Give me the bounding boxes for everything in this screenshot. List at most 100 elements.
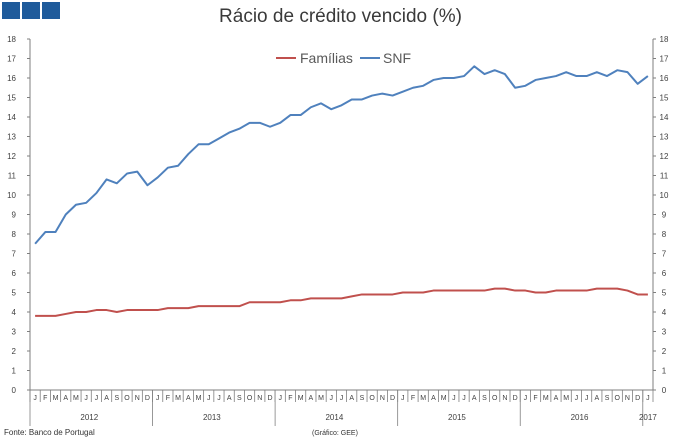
x-month-label: M xyxy=(73,395,79,402)
x-month-label: M xyxy=(196,395,202,402)
legend-label-familias: Famílias xyxy=(300,50,353,66)
x-month-label: J xyxy=(646,395,650,402)
x-month-label: N xyxy=(257,395,262,402)
x-month-label: M xyxy=(441,395,447,402)
y-tick-label-right: 3 xyxy=(662,328,667,337)
x-year-label: 2013 xyxy=(203,413,221,422)
y-tick-label-left: 7 xyxy=(12,250,17,259)
y-tick-label-right: 8 xyxy=(662,230,667,239)
x-year-label: 2016 xyxy=(571,413,589,422)
y-tick-label-left: 10 xyxy=(7,191,16,200)
x-month-label: F xyxy=(533,395,537,402)
logo-block-1 xyxy=(2,2,20,19)
x-month-label: J xyxy=(575,395,579,402)
x-month-label: S xyxy=(237,395,242,402)
x-month-label: S xyxy=(360,395,365,402)
x-month-label: J xyxy=(33,395,37,402)
y-tick-label-right: 17 xyxy=(660,55,669,64)
x-month-label: D xyxy=(267,395,272,402)
x-month-label: J xyxy=(330,395,334,402)
y-tick-label-left: 12 xyxy=(7,152,16,161)
y-tick-label-left: 0 xyxy=(12,386,17,395)
x-month-label: N xyxy=(380,395,385,402)
x-month-label: O xyxy=(247,395,253,402)
y-tick-label-right: 18 xyxy=(660,35,669,44)
x-month-label: F xyxy=(43,395,47,402)
y-tick-label-left: 11 xyxy=(8,172,17,181)
y-tick-label-left: 4 xyxy=(12,308,17,317)
logo-block-3 xyxy=(42,2,60,19)
x-month-label: N xyxy=(135,395,140,402)
y-tick-label-right: 5 xyxy=(662,289,667,298)
y-tick-label-right: 15 xyxy=(660,94,669,103)
x-month-label: A xyxy=(309,395,314,402)
x-month-label: S xyxy=(482,395,487,402)
series-line-familias xyxy=(35,287,648,317)
y-tick-label-left: 13 xyxy=(7,133,16,142)
x-month-label: D xyxy=(635,395,640,402)
y-tick-label-left: 18 xyxy=(7,35,16,44)
x-month-label: J xyxy=(95,395,99,402)
x-month-label: M xyxy=(53,395,59,402)
x-month-label: A xyxy=(104,395,109,402)
y-tick-label-right: 13 xyxy=(660,133,669,142)
x-month-label: J xyxy=(401,395,405,402)
chart-title: Rácio de crédito vencido (%) xyxy=(219,6,462,27)
series-line-snf xyxy=(34,65,649,245)
y-tick-label-left: 9 xyxy=(12,211,17,220)
x-month-label: A xyxy=(554,395,559,402)
y-tick-label-right: 10 xyxy=(660,191,669,200)
x-month-label: J xyxy=(207,395,211,402)
x-month-label: O xyxy=(492,395,498,402)
x-month-label: O xyxy=(124,395,130,402)
x-month-label: J xyxy=(278,395,282,402)
x-month-label: A xyxy=(431,395,436,402)
y-tick-label-right: 4 xyxy=(662,308,667,317)
x-month-label: J xyxy=(524,395,528,402)
y-tick-label-right: 11 xyxy=(660,172,669,181)
x-month-label: M xyxy=(420,395,426,402)
x-month-label: D xyxy=(390,395,395,402)
x-month-label: J xyxy=(84,395,88,402)
y-tick-label-left: 16 xyxy=(7,74,16,83)
x-month-label: J xyxy=(452,395,456,402)
legend-label-snf: SNF xyxy=(383,50,411,66)
x-month-label: N xyxy=(502,395,507,402)
x-month-label: J xyxy=(585,395,589,402)
x-month-label: M xyxy=(318,395,324,402)
x-month-label: F xyxy=(288,395,292,402)
x-month-label: M xyxy=(298,395,304,402)
x-month-label: J xyxy=(156,395,160,402)
x-month-label: O xyxy=(615,395,621,402)
y-tick-label-left: 17 xyxy=(7,55,16,64)
y-tick-label-left: 1 xyxy=(12,367,17,376)
x-month-label: J xyxy=(462,395,466,402)
x-month-label: F xyxy=(411,395,415,402)
x-month-label: A xyxy=(227,395,232,402)
x-year-label: 2014 xyxy=(325,413,343,422)
y-tick-label-right: 7 xyxy=(662,250,667,259)
y-tick-label-right: 6 xyxy=(662,269,667,278)
y-tick-label-left: 8 xyxy=(12,230,17,239)
x-month-label: O xyxy=(369,395,375,402)
x-month-label: J xyxy=(217,395,221,402)
y-tick-label-left: 2 xyxy=(12,347,17,356)
y-tick-label-right: 2 xyxy=(662,347,667,356)
y-tick-label-right: 16 xyxy=(660,74,669,83)
x-year-label: 2015 xyxy=(448,413,466,422)
x-month-label: D xyxy=(513,395,518,402)
source-note: Fonte: Banco de Portugal xyxy=(4,428,95,437)
x-month-label: A xyxy=(349,395,354,402)
x-month-label: M xyxy=(563,395,569,402)
x-month-label: N xyxy=(625,395,630,402)
y-tick-label-right: 0 xyxy=(662,386,667,395)
y-tick-label-left: 6 xyxy=(12,269,17,278)
y-tick-label-right: 14 xyxy=(660,113,669,122)
x-month-label: J xyxy=(340,395,344,402)
x-month-label: S xyxy=(114,395,119,402)
y-tick-label-left: 14 xyxy=(7,113,16,122)
y-tick-label-right: 12 xyxy=(660,152,669,161)
x-month-label: S xyxy=(605,395,610,402)
x-month-label: A xyxy=(594,395,599,402)
